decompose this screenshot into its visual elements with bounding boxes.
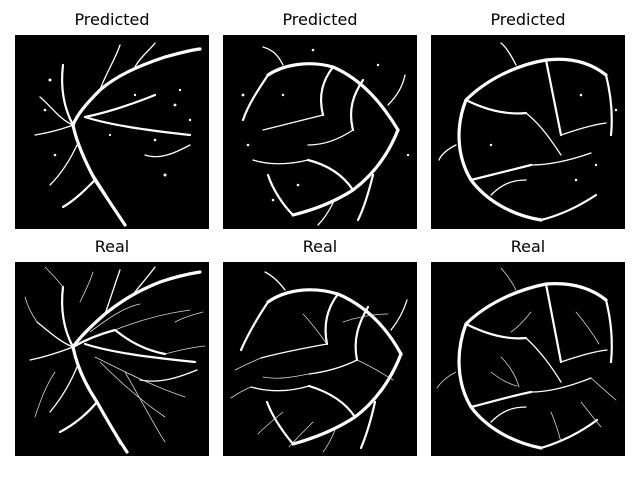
panel-title-predicted-2: Predicted [282, 10, 358, 29]
panel-title-real-1: Real [94, 237, 130, 256]
panel-title-real-3: Real [510, 237, 546, 256]
panel-title-predicted-1: Predicted [74, 10, 150, 29]
predicted-vessel-map-2 [223, 35, 417, 229]
predicted-vessel-map-1 [15, 35, 209, 229]
real-vessel-map-2 [223, 262, 417, 456]
panel-title-real-2: Real [302, 237, 338, 256]
predicted-vessel-map-3 [431, 35, 625, 229]
panel-title-predicted-3: Predicted [490, 10, 566, 29]
real-vessel-map-1 [15, 262, 209, 456]
real-vessel-map-3 [431, 262, 625, 456]
